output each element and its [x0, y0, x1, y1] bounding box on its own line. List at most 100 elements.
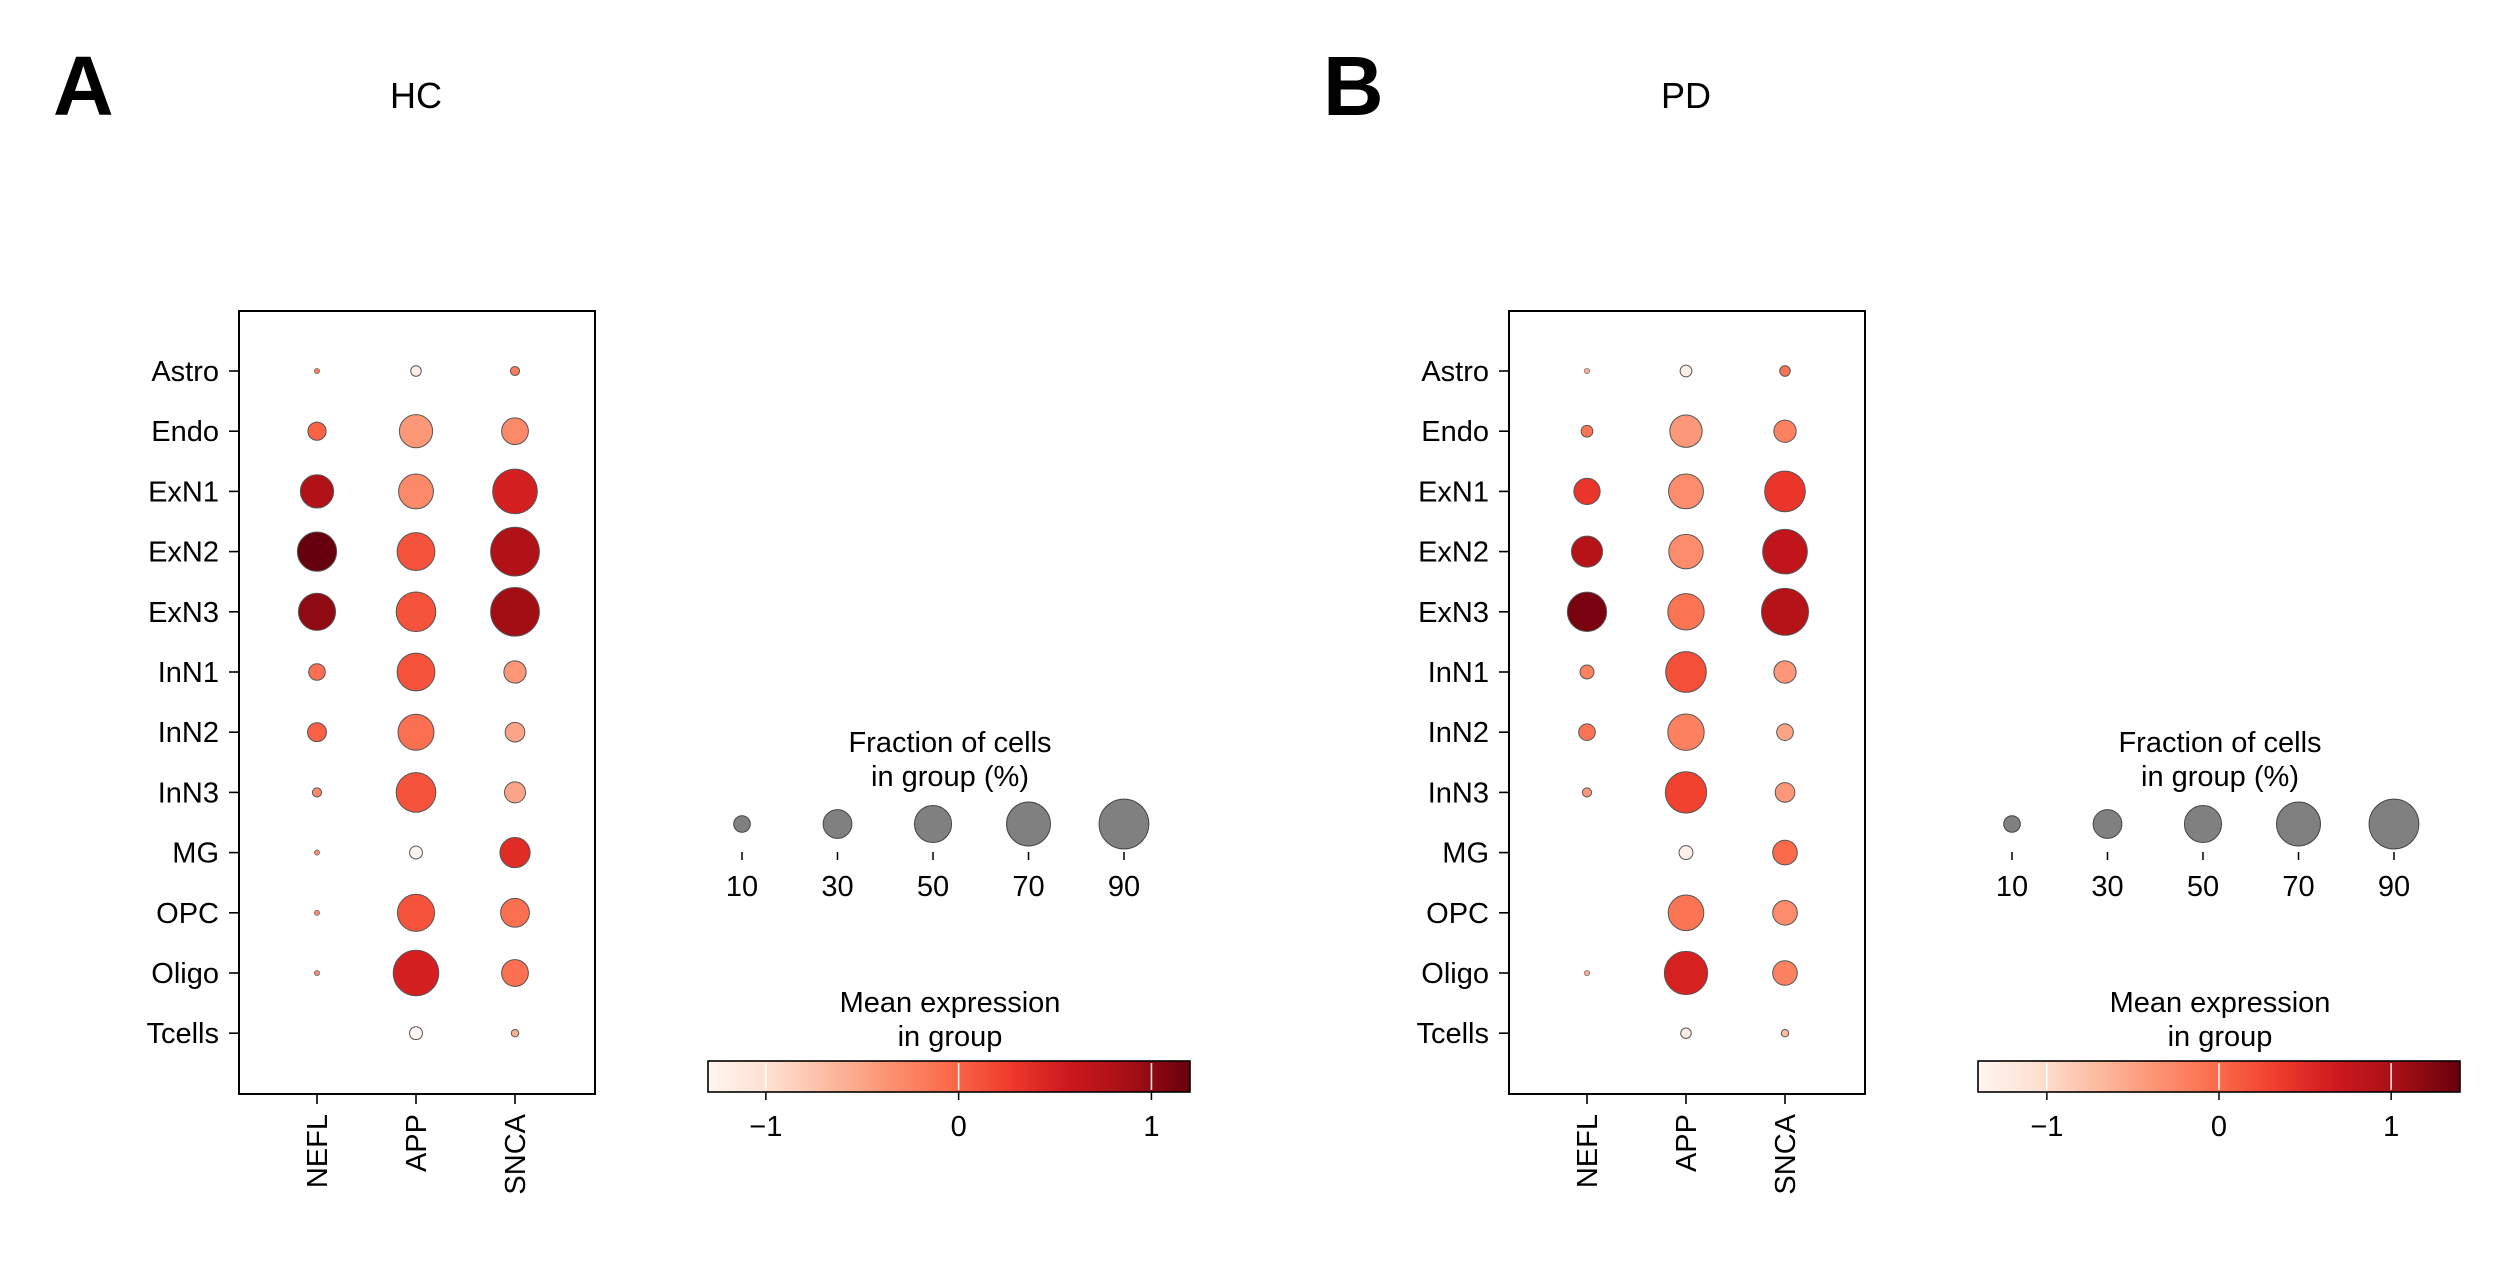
colorbar-tick-label: 0	[951, 1111, 967, 1143]
dot-exn3-snca	[1761, 587, 1809, 636]
size-legend-title: Fraction of cells	[848, 727, 1051, 759]
dot-exn2-snca	[1762, 528, 1808, 575]
dot-endo-app	[1669, 414, 1703, 448]
dot-oligo-app	[392, 949, 440, 997]
dot-opc-app	[396, 893, 436, 932]
dot-exn2-app	[396, 532, 436, 572]
dot-exn1-app	[398, 473, 434, 510]
row-label-inn2: InN2	[158, 717, 219, 749]
size-legend-dot-50	[913, 804, 953, 844]
dot-mg-snca	[1772, 839, 1798, 866]
panel-title: HC	[390, 75, 442, 116]
dot-astro-nefl	[1584, 368, 1590, 374]
col-label-app: APP	[401, 1114, 433, 1172]
dot-oligo-nefl	[1584, 970, 1590, 976]
row-label-exn2: ExN2	[148, 537, 219, 569]
dot-inn3-nefl	[1581, 787, 1593, 798]
dot-inn3-snca	[1774, 782, 1796, 803]
colorbar-tick-label: 1	[1143, 1111, 1159, 1143]
size-legend-subtitle: in group (%)	[2141, 761, 2299, 793]
row-label-astro: Astro	[151, 356, 219, 388]
dot-inn1-snca	[503, 660, 527, 684]
size-legend-dot-30	[2092, 809, 2123, 839]
colorbar-tick-label: −1	[2030, 1111, 2063, 1143]
dot-inn2-nefl	[1578, 723, 1596, 742]
colorbar-tick-label: −1	[749, 1111, 782, 1143]
dot-exn2-nefl	[296, 531, 338, 572]
dot-opc-nefl	[314, 909, 320, 916]
dot-mg-app	[409, 845, 423, 860]
row-label-oligo: Oligo	[1421, 958, 1489, 990]
row-label-opc: OPC	[156, 898, 219, 930]
dot-inn1-app	[396, 652, 436, 692]
size-legend-dot-90	[1098, 798, 1150, 850]
dot-endo-nefl	[307, 421, 327, 441]
panel-b: B PD Astro Endo ExN1 ExN2 ExN3 InN1 InN2 InN3 MG OP…	[1323, 39, 2461, 1195]
dot-exn1-nefl	[299, 474, 335, 509]
row-label-opc: OPC	[1426, 898, 1489, 930]
dot-tcells-app	[1680, 1027, 1692, 1039]
color-legend-title: Mean expression	[840, 987, 1061, 1019]
panel-title: PD	[1661, 75, 1711, 116]
dot-exn2-app	[1668, 533, 1704, 570]
size-legend-label-50: 50	[917, 871, 949, 903]
dot-exn3-snca	[490, 586, 540, 637]
dot-tcells-snca	[1780, 1028, 1790, 1038]
dot-exn3-app	[395, 591, 437, 633]
row-label-inn2: InN2	[1428, 717, 1489, 749]
size-legend-title: Fraction of cells	[2118, 727, 2321, 759]
size-legend-label-90: 90	[1108, 871, 1140, 903]
colorbar	[707, 1060, 1191, 1093]
colorbar-tick-label: 0	[2211, 1111, 2227, 1143]
col-label-snca: SNCA	[1770, 1113, 1802, 1194]
row-label-exn2: ExN2	[1418, 537, 1489, 569]
dot-inn2-snca	[1776, 723, 1794, 742]
dot-astro-snca	[509, 365, 521, 377]
dot-mg-snca	[499, 837, 531, 869]
row-label-tcells: Tcells	[1416, 1018, 1489, 1050]
size-legend-dot-70	[2276, 801, 2321, 847]
dot-opc-snca	[500, 897, 530, 928]
row-label-tcells: Tcells	[146, 1018, 219, 1050]
plot-frame	[238, 310, 596, 1095]
row-label-inn1: InN1	[1428, 657, 1489, 689]
plot-frame	[1508, 310, 1866, 1095]
dot-exn3-app	[1667, 593, 1705, 631]
row-label-endo: Endo	[1421, 416, 1489, 448]
dot-exn3-nefl	[297, 592, 337, 631]
dot-inn2-snca	[504, 721, 526, 743]
dot-inn1-nefl	[308, 663, 326, 681]
dot-tcells-app	[409, 1026, 423, 1041]
dot-exn2-snca	[490, 526, 540, 577]
dot-inn3-app	[1664, 771, 1708, 814]
row-label-inn3: InN3	[158, 777, 219, 809]
col-label-snca: SNCA	[500, 1113, 532, 1194]
row-label-inn1: InN1	[158, 657, 219, 689]
row-label-mg: MG	[172, 838, 219, 870]
color-legend-subtitle: in group	[898, 1021, 1003, 1053]
row-label-exn3: ExN3	[148, 597, 219, 629]
dot-endo-app	[398, 414, 434, 449]
dot-mg-app	[1678, 845, 1694, 861]
dot-exn1-nefl	[1573, 477, 1601, 506]
col-label-app: APP	[1671, 1114, 1703, 1172]
dot-opc-snca	[1772, 899, 1798, 926]
dot-astro-nefl	[314, 368, 320, 374]
size-legend-label-10: 10	[726, 871, 758, 903]
row-label-endo: Endo	[151, 416, 219, 448]
dot-inn3-nefl	[311, 787, 323, 798]
size-legend-dot-70	[1006, 801, 1051, 847]
dot-inn2-nefl	[307, 722, 327, 743]
size-legend-label-70: 70	[2282, 871, 2314, 903]
dot-oligo-nefl	[314, 970, 320, 976]
dot-tcells-snca	[510, 1028, 520, 1038]
dot-astro-app	[410, 365, 422, 377]
size-legend-dot-10	[2003, 815, 2021, 833]
dot-exn1-snca	[492, 468, 538, 515]
colorbar-tick-label: 1	[2383, 1111, 2399, 1143]
dot-oligo-app	[1663, 950, 1709, 996]
size-legend-dot-90	[2368, 798, 2420, 850]
dot-oligo-snca	[501, 959, 529, 987]
row-label-exn3: ExN3	[1418, 597, 1489, 629]
